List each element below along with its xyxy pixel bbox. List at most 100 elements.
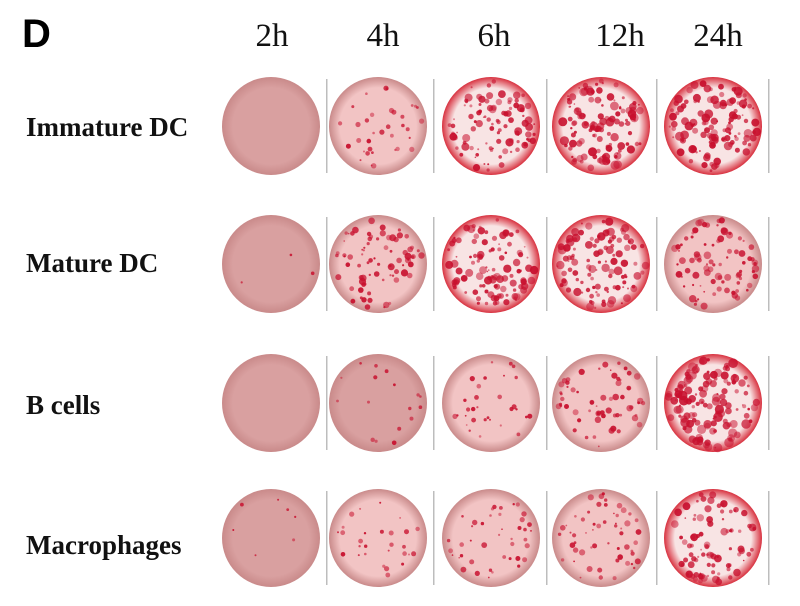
spot [489, 418, 491, 421]
spot [692, 127, 699, 134]
spot [748, 244, 755, 250]
spot [461, 142, 470, 151]
well-disc [222, 489, 320, 587]
spot [565, 287, 572, 293]
spot [452, 413, 458, 419]
spot [340, 552, 346, 557]
spot [680, 563, 685, 567]
spot [723, 362, 730, 369]
spot [573, 560, 575, 563]
spot [364, 544, 368, 548]
spot [364, 552, 367, 556]
spot [683, 557, 689, 563]
spot [508, 232, 514, 238]
spot [470, 126, 476, 132]
spot [572, 428, 577, 433]
spot [363, 532, 367, 535]
spot [526, 137, 529, 141]
spot [709, 552, 715, 558]
spot [402, 551, 407, 556]
spot [589, 400, 594, 405]
well-disc [442, 489, 540, 587]
spot [464, 414, 467, 417]
spot [691, 418, 697, 423]
spot [367, 297, 373, 303]
spot [345, 262, 351, 268]
spot [730, 374, 740, 383]
spot [359, 296, 363, 300]
spot [726, 98, 734, 106]
spot [687, 561, 695, 569]
spot [674, 94, 683, 104]
spot [720, 502, 725, 507]
spot [737, 132, 741, 136]
spot [597, 567, 603, 573]
spot [365, 92, 368, 95]
spot [683, 398, 688, 403]
spot [450, 259, 459, 268]
spot [347, 254, 354, 260]
well-disc [442, 215, 540, 313]
spot [726, 567, 731, 572]
spot [752, 398, 761, 406]
spot [527, 522, 532, 527]
spot [750, 547, 754, 552]
spot [414, 104, 417, 108]
spot [510, 537, 513, 541]
spot [596, 136, 603, 142]
spot [615, 513, 619, 518]
spot [458, 556, 461, 559]
spot [680, 275, 684, 278]
spot [335, 251, 340, 256]
spot [691, 556, 697, 562]
spot [701, 162, 708, 169]
spot [579, 549, 586, 556]
spot [752, 526, 757, 531]
spot [679, 535, 683, 540]
spot [409, 416, 414, 421]
spot [735, 289, 739, 293]
spot [636, 421, 643, 428]
well-divider [546, 356, 548, 450]
well-divider [656, 491, 658, 585]
spot [669, 112, 677, 121]
spot [524, 102, 532, 110]
spot [397, 426, 402, 431]
spot [641, 261, 650, 270]
well-1-2 [442, 215, 540, 313]
spot [367, 400, 370, 404]
spot [341, 525, 345, 529]
spot [566, 385, 569, 388]
spot [509, 279, 517, 287]
spot [594, 96, 602, 104]
spot [610, 160, 620, 170]
spot [478, 109, 482, 114]
spot [497, 394, 503, 400]
spot [753, 262, 757, 266]
spot [499, 424, 502, 427]
spot [615, 413, 620, 418]
spot [700, 302, 708, 310]
spot [697, 555, 700, 559]
spot [367, 291, 372, 296]
spot [481, 284, 486, 288]
well-0-2 [442, 77, 540, 175]
spot [595, 291, 598, 294]
spot [605, 246, 614, 254]
well-divider [433, 79, 435, 173]
spot [633, 118, 636, 122]
spot [451, 282, 457, 288]
spot [664, 393, 673, 401]
spot [558, 117, 568, 127]
spot [621, 96, 625, 100]
spot [728, 509, 733, 514]
spot [499, 506, 503, 510]
spot [340, 530, 346, 536]
spot [638, 103, 640, 106]
spot [394, 269, 399, 275]
spot [607, 239, 613, 244]
spot [478, 103, 482, 106]
spot [474, 395, 479, 400]
spot [586, 264, 592, 270]
spot [702, 402, 708, 408]
